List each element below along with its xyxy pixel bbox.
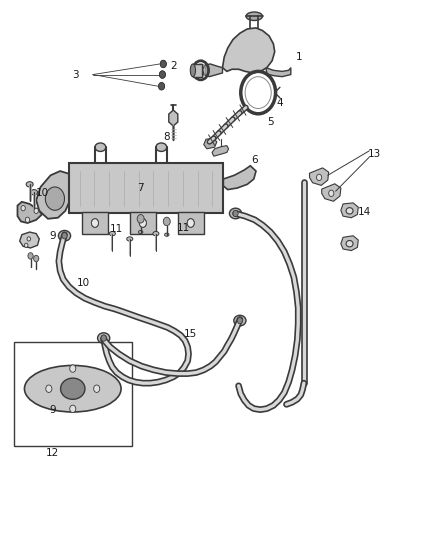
Text: 5: 5 — [267, 117, 274, 127]
Circle shape — [21, 206, 25, 211]
Text: 10: 10 — [36, 188, 49, 198]
Polygon shape — [193, 64, 202, 77]
Polygon shape — [202, 64, 223, 77]
Ellipse shape — [26, 182, 33, 187]
Ellipse shape — [58, 230, 71, 241]
Circle shape — [233, 211, 238, 216]
Polygon shape — [341, 236, 358, 251]
Text: 11: 11 — [177, 223, 190, 233]
Circle shape — [92, 219, 99, 227]
Ellipse shape — [31, 190, 38, 195]
Polygon shape — [310, 168, 328, 185]
Ellipse shape — [234, 316, 246, 326]
Ellipse shape — [190, 64, 195, 77]
Ellipse shape — [138, 230, 143, 233]
Ellipse shape — [165, 233, 169, 236]
Bar — [82, 213, 108, 233]
Text: 11: 11 — [110, 224, 124, 235]
Circle shape — [46, 385, 52, 392]
Bar — [178, 213, 204, 233]
Ellipse shape — [246, 12, 262, 20]
Circle shape — [27, 237, 31, 241]
Ellipse shape — [230, 208, 242, 219]
Circle shape — [237, 317, 243, 324]
Text: 14: 14 — [358, 207, 371, 217]
Circle shape — [317, 174, 322, 181]
Text: 12: 12 — [46, 448, 60, 458]
Polygon shape — [169, 110, 178, 126]
Ellipse shape — [153, 231, 159, 236]
Circle shape — [94, 385, 100, 392]
Ellipse shape — [46, 187, 64, 211]
Ellipse shape — [98, 333, 110, 343]
Circle shape — [70, 405, 76, 413]
Polygon shape — [223, 166, 256, 190]
Polygon shape — [204, 138, 217, 149]
Polygon shape — [20, 232, 39, 248]
Text: 6: 6 — [251, 156, 258, 165]
Circle shape — [101, 335, 106, 341]
Text: 4: 4 — [277, 98, 283, 108]
Circle shape — [70, 365, 76, 372]
Circle shape — [187, 219, 194, 227]
Polygon shape — [223, 28, 275, 73]
Circle shape — [159, 71, 166, 78]
Ellipse shape — [346, 208, 353, 214]
Circle shape — [28, 253, 33, 259]
Text: 3: 3 — [72, 70, 79, 79]
Text: 8: 8 — [163, 132, 170, 142]
Circle shape — [25, 243, 28, 247]
Ellipse shape — [110, 231, 116, 236]
Ellipse shape — [127, 237, 133, 241]
Text: 1: 1 — [296, 52, 303, 62]
Circle shape — [62, 232, 67, 239]
Text: 7: 7 — [138, 183, 144, 193]
Circle shape — [139, 219, 146, 227]
Circle shape — [159, 83, 165, 90]
Text: 15: 15 — [184, 329, 198, 340]
Bar — [14, 342, 132, 446]
Ellipse shape — [156, 143, 167, 151]
Polygon shape — [266, 68, 291, 77]
Circle shape — [160, 60, 166, 68]
Circle shape — [137, 215, 144, 223]
Circle shape — [34, 208, 39, 214]
Text: 2: 2 — [170, 61, 177, 71]
Circle shape — [163, 217, 170, 225]
Text: 9: 9 — [49, 405, 56, 415]
Ellipse shape — [25, 366, 121, 412]
Polygon shape — [18, 202, 42, 223]
Text: 9: 9 — [49, 231, 56, 241]
Ellipse shape — [60, 378, 85, 399]
Polygon shape — [341, 203, 358, 217]
Ellipse shape — [346, 240, 353, 247]
Polygon shape — [36, 171, 69, 219]
Polygon shape — [322, 184, 341, 201]
Circle shape — [34, 255, 39, 262]
FancyBboxPatch shape — [69, 163, 223, 214]
Circle shape — [328, 190, 334, 197]
Ellipse shape — [95, 143, 106, 151]
Polygon shape — [212, 146, 229, 156]
Bar — [130, 213, 156, 233]
Text: 13: 13 — [368, 149, 381, 159]
Text: 10: 10 — [77, 278, 90, 288]
Circle shape — [25, 217, 30, 222]
